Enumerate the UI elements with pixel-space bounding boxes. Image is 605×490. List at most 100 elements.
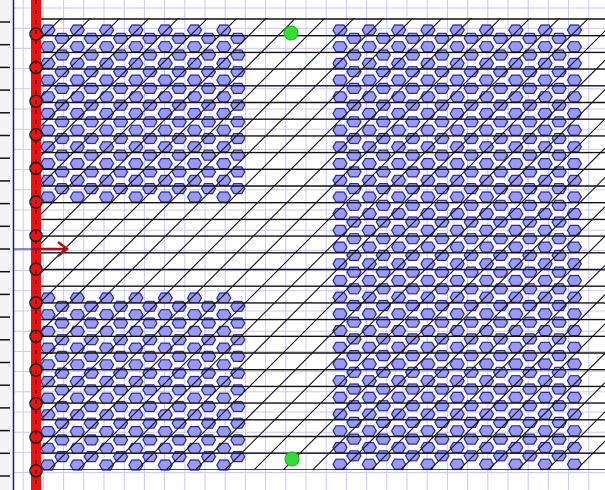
blob bbox=[346, 299, 362, 312]
blob bbox=[508, 41, 524, 53]
blob bbox=[40, 74, 56, 86]
blob bbox=[434, 149, 450, 161]
blob bbox=[375, 316, 391, 328]
blob bbox=[463, 82, 479, 95]
blob bbox=[390, 91, 407, 103]
blob bbox=[463, 116, 479, 128]
blob bbox=[537, 358, 553, 370]
blob bbox=[434, 283, 450, 295]
blob bbox=[112, 82, 129, 95]
green-dot-icon[interactable] bbox=[284, 451, 300, 467]
ruler-background bbox=[0, 0, 13, 490]
blob bbox=[128, 107, 144, 120]
blob bbox=[434, 416, 450, 428]
blob bbox=[346, 366, 362, 378]
blob bbox=[332, 191, 348, 203]
bar-node-circle bbox=[29, 396, 43, 411]
bar-node-circle bbox=[29, 195, 43, 209]
blob bbox=[478, 224, 495, 236]
blob bbox=[420, 458, 436, 470]
blob bbox=[142, 350, 158, 362]
blob bbox=[566, 425, 583, 437]
hatch-line-diagonal bbox=[41, 18, 326, 303]
blob bbox=[508, 24, 524, 36]
blob bbox=[522, 49, 538, 61]
blob bbox=[508, 141, 524, 153]
blob bbox=[522, 149, 538, 161]
blob bbox=[186, 191, 203, 203]
blob bbox=[566, 74, 583, 86]
bar-node-circle bbox=[29, 464, 43, 478]
hatch-line-diagonal bbox=[41, 18, 238, 215]
blob bbox=[157, 325, 173, 337]
hatch-line-diagonal bbox=[41, 18, 267, 245]
blob bbox=[230, 82, 246, 95]
blob bbox=[83, 116, 99, 128]
blob bbox=[492, 316, 509, 328]
red-boundary-bar bbox=[29, 0, 43, 490]
blob bbox=[566, 191, 583, 203]
blob bbox=[200, 350, 217, 362]
blob bbox=[361, 224, 377, 236]
blob bbox=[346, 32, 362, 44]
blob bbox=[404, 350, 421, 362]
blob bbox=[522, 199, 538, 211]
blob bbox=[332, 358, 348, 370]
blob bbox=[361, 74, 377, 86]
blob bbox=[142, 384, 158, 396]
blob bbox=[98, 442, 115, 454]
blob bbox=[420, 358, 436, 370]
blob bbox=[54, 350, 70, 362]
blob bbox=[390, 74, 407, 86]
blob bbox=[69, 426, 85, 438]
blob bbox=[492, 116, 509, 128]
blob bbox=[200, 300, 217, 312]
blob bbox=[216, 174, 232, 186]
blob bbox=[128, 91, 144, 103]
blob bbox=[522, 433, 538, 445]
blob bbox=[404, 383, 421, 395]
blob bbox=[375, 116, 391, 128]
blob bbox=[157, 359, 173, 371]
blob bbox=[551, 400, 567, 412]
blob bbox=[420, 141, 436, 153]
blob bbox=[537, 158, 553, 170]
blob bbox=[404, 233, 421, 245]
blob bbox=[230, 384, 246, 396]
blob bbox=[508, 124, 524, 136]
blob bbox=[186, 174, 203, 186]
hatch-line-diagonal bbox=[41, 18, 443, 420]
blob bbox=[40, 158, 56, 170]
blob bbox=[98, 74, 115, 86]
blob bbox=[551, 283, 567, 295]
blob bbox=[346, 199, 362, 211]
blob bbox=[128, 124, 144, 136]
blob bbox=[404, 116, 421, 128]
blob bbox=[375, 283, 391, 295]
blob bbox=[361, 308, 377, 320]
bar-node-circle bbox=[29, 161, 43, 176]
hatch-line-diagonal bbox=[458, 323, 605, 470]
blob bbox=[40, 392, 56, 404]
blob bbox=[361, 425, 377, 437]
blob bbox=[434, 299, 450, 312]
blob bbox=[434, 116, 450, 128]
blob bbox=[537, 74, 553, 86]
blob bbox=[361, 358, 377, 370]
blob bbox=[463, 350, 479, 362]
blob bbox=[128, 174, 144, 186]
blob bbox=[420, 124, 436, 136]
blob bbox=[142, 317, 158, 329]
blob bbox=[566, 41, 583, 53]
blob bbox=[361, 141, 377, 153]
blob bbox=[216, 158, 232, 170]
blob bbox=[186, 459, 203, 471]
blob bbox=[463, 166, 479, 178]
blob bbox=[361, 124, 377, 136]
blob bbox=[186, 442, 203, 454]
blob bbox=[171, 434, 187, 446]
green-dot-icon[interactable] bbox=[283, 25, 299, 41]
blob bbox=[171, 384, 187, 396]
blob bbox=[142, 434, 158, 446]
